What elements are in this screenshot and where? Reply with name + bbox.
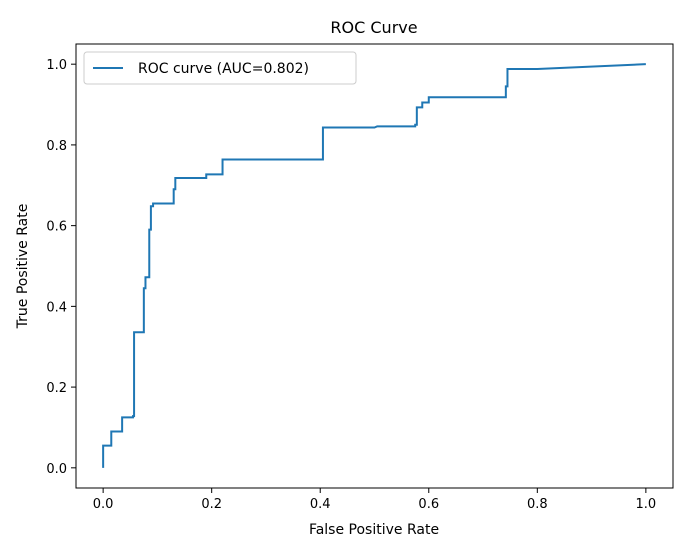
series-line-roc (102, 63, 646, 468)
legend-label: ROC curve (AUC=0.802) (138, 61, 309, 77)
y-axis-label: True Positive Rate (15, 204, 31, 330)
plot-area (75, 43, 674, 489)
x-tick-label: 0.0 (93, 497, 114, 512)
x-tick-label: 1.0 (636, 497, 657, 512)
x-axis-ticks: 0.0 0.2 0.4 0.6 0.8 1.0 (93, 488, 656, 512)
legend-box (83, 51, 357, 85)
y-tick-label: 0.2 (46, 381, 67, 396)
x-tick-label: 0.6 (418, 497, 439, 512)
x-tick-label: 0.8 (527, 497, 548, 512)
y-tick-label: 0.4 (46, 300, 67, 315)
legend: ROC curve (AUC=0.802) (83, 51, 357, 85)
x-tick-label: 0.4 (310, 497, 331, 512)
y-axis-ticks: 0.0 0.2 0.4 0.6 0.8 1.0 (46, 58, 76, 477)
y-tick-label: 0.8 (46, 139, 67, 154)
series-layer (102, 63, 646, 468)
chart-title: ROC Curve (330, 18, 417, 37)
y-tick-label: 0.0 (46, 462, 67, 477)
y-tick-label: 0.6 (46, 220, 67, 235)
x-tick-label: 0.2 (201, 497, 222, 512)
x-axis-label: False Positive Rate (309, 522, 439, 538)
y-tick-label: 1.0 (46, 58, 67, 73)
plot-frame (75, 43, 674, 489)
